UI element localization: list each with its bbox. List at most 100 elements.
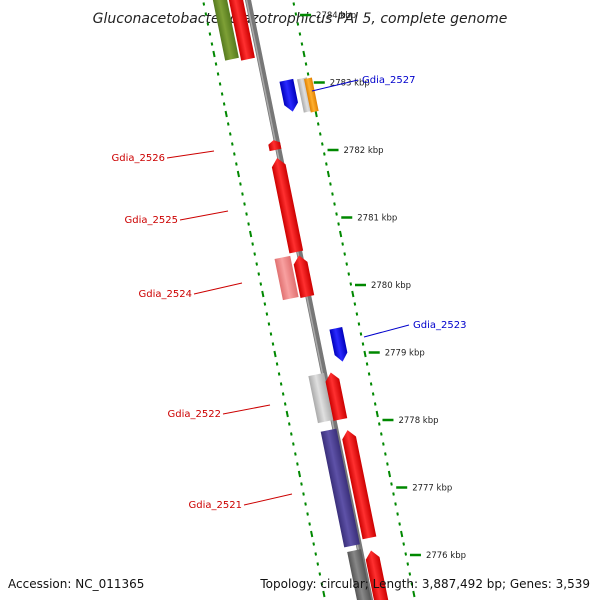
gene-orange bbox=[304, 77, 319, 113]
gene-gray bbox=[308, 372, 334, 424]
minor-tick bbox=[279, 382, 283, 386]
minor-tick bbox=[271, 342, 275, 346]
minor-tick bbox=[320, 582, 324, 586]
tick-label: 2783 kbp bbox=[330, 79, 370, 89]
tick-label: 2781 kbp bbox=[357, 214, 397, 224]
minor-tick bbox=[380, 432, 383, 436]
minor-tick bbox=[373, 402, 377, 406]
minor-tick bbox=[298, 32, 302, 36]
minor-tick bbox=[296, 22, 300, 26]
gene-red bbox=[325, 372, 348, 421]
minor-tick bbox=[375, 410, 379, 418]
minor-tick bbox=[387, 470, 392, 478]
minor-tick bbox=[402, 542, 405, 546]
minor-tick bbox=[302, 492, 305, 496]
gene-indigo bbox=[320, 428, 360, 548]
genome-summary-text: Topology: circular; Length: 3,887,492 bp… bbox=[260, 577, 590, 591]
gene-label[interactable]: Gdia_2527 bbox=[362, 75, 415, 86]
minor-tick bbox=[245, 212, 248, 216]
minor-tick bbox=[412, 590, 416, 598]
minor-tick bbox=[392, 492, 395, 496]
minor-tick bbox=[326, 170, 330, 178]
gene-label-leader bbox=[222, 404, 271, 415]
minor-tick bbox=[294, 12, 298, 16]
minor-tick bbox=[394, 502, 397, 506]
minor-tick bbox=[297, 470, 302, 478]
tick-label: 2784 kbp bbox=[316, 11, 356, 21]
minor-tick bbox=[239, 182, 242, 186]
minor-tick bbox=[296, 462, 299, 466]
gene-label[interactable]: Gdia_2526 bbox=[112, 153, 165, 164]
minor-tick bbox=[294, 452, 297, 456]
gene-label[interactable]: Gdia_2523 bbox=[413, 320, 466, 331]
gene-red bbox=[365, 550, 390, 600]
minor-tick bbox=[241, 192, 244, 196]
gene-blue bbox=[329, 327, 348, 362]
minor-tick bbox=[253, 252, 256, 256]
minor-tick bbox=[265, 312, 269, 316]
gene-label-leader bbox=[179, 210, 229, 221]
minor-tick bbox=[308, 522, 311, 526]
minor-tick bbox=[290, 432, 293, 436]
minor-tick bbox=[410, 582, 414, 586]
minor-tick bbox=[263, 302, 267, 306]
minor-tick bbox=[384, 452, 387, 456]
gene-dark-gray bbox=[347, 549, 373, 600]
minor-tick bbox=[322, 590, 326, 598]
minor-tick bbox=[236, 170, 240, 178]
minor-tick bbox=[367, 372, 371, 376]
minor-tick bbox=[329, 182, 332, 186]
minor-tick bbox=[285, 410, 289, 418]
minor-tick bbox=[243, 202, 246, 206]
minor-tick bbox=[206, 22, 210, 26]
gene-label-leader bbox=[363, 324, 410, 338]
minor-tick bbox=[257, 272, 261, 276]
minor-tick bbox=[353, 302, 357, 306]
minor-tick bbox=[304, 62, 308, 66]
minor-tick bbox=[216, 72, 220, 76]
minor-tick bbox=[386, 462, 389, 466]
minor-tick bbox=[292, 2, 296, 6]
gene-label-leader bbox=[311, 79, 359, 92]
gene-red bbox=[293, 255, 315, 298]
minor-tick bbox=[359, 332, 363, 336]
gene-label[interactable]: Gdia_2524 bbox=[139, 289, 192, 300]
minor-tick bbox=[220, 92, 224, 96]
minor-tick bbox=[365, 362, 369, 366]
minor-tick bbox=[314, 552, 318, 556]
minor-tick bbox=[283, 402, 287, 406]
minor-tick bbox=[341, 242, 344, 246]
gene-olive bbox=[209, 0, 239, 61]
minor-tick bbox=[300, 42, 304, 46]
gene-label[interactable]: Gdia_2522 bbox=[168, 409, 221, 420]
minor-tick bbox=[323, 152, 326, 156]
minor-tick bbox=[210, 42, 214, 46]
minor-tick bbox=[398, 522, 401, 526]
minor-tick bbox=[273, 350, 277, 358]
minor-tick bbox=[306, 512, 309, 516]
gene-red bbox=[225, 0, 255, 61]
gene-label[interactable]: Gdia_2521 bbox=[189, 500, 242, 511]
minor-tick bbox=[292, 442, 295, 446]
minor-tick bbox=[369, 382, 373, 386]
minor-tick bbox=[371, 392, 375, 396]
gene-label[interactable]: Gdia_2525 bbox=[125, 215, 178, 226]
minor-tick bbox=[302, 50, 306, 58]
minor-tick bbox=[316, 562, 320, 566]
minor-tick bbox=[259, 282, 263, 286]
minor-tick bbox=[247, 222, 250, 226]
minor-tick bbox=[277, 372, 281, 376]
minor-tick bbox=[275, 362, 279, 366]
gene-label-leader bbox=[243, 493, 293, 506]
gene-labels: Gdia_2527 Gdia_2526 Gdia_2525 Gdia_2524 Gdia… bbox=[112, 75, 467, 511]
tick-label: 2778 kbp bbox=[398, 416, 438, 426]
gene-red bbox=[342, 430, 377, 540]
minor-tick bbox=[231, 142, 234, 146]
minor-tick bbox=[396, 512, 399, 516]
minor-tick bbox=[249, 230, 253, 238]
minor-tick bbox=[331, 192, 334, 196]
minor-tick bbox=[339, 230, 343, 238]
minor-tick bbox=[312, 542, 315, 546]
minor-tick bbox=[267, 322, 271, 326]
